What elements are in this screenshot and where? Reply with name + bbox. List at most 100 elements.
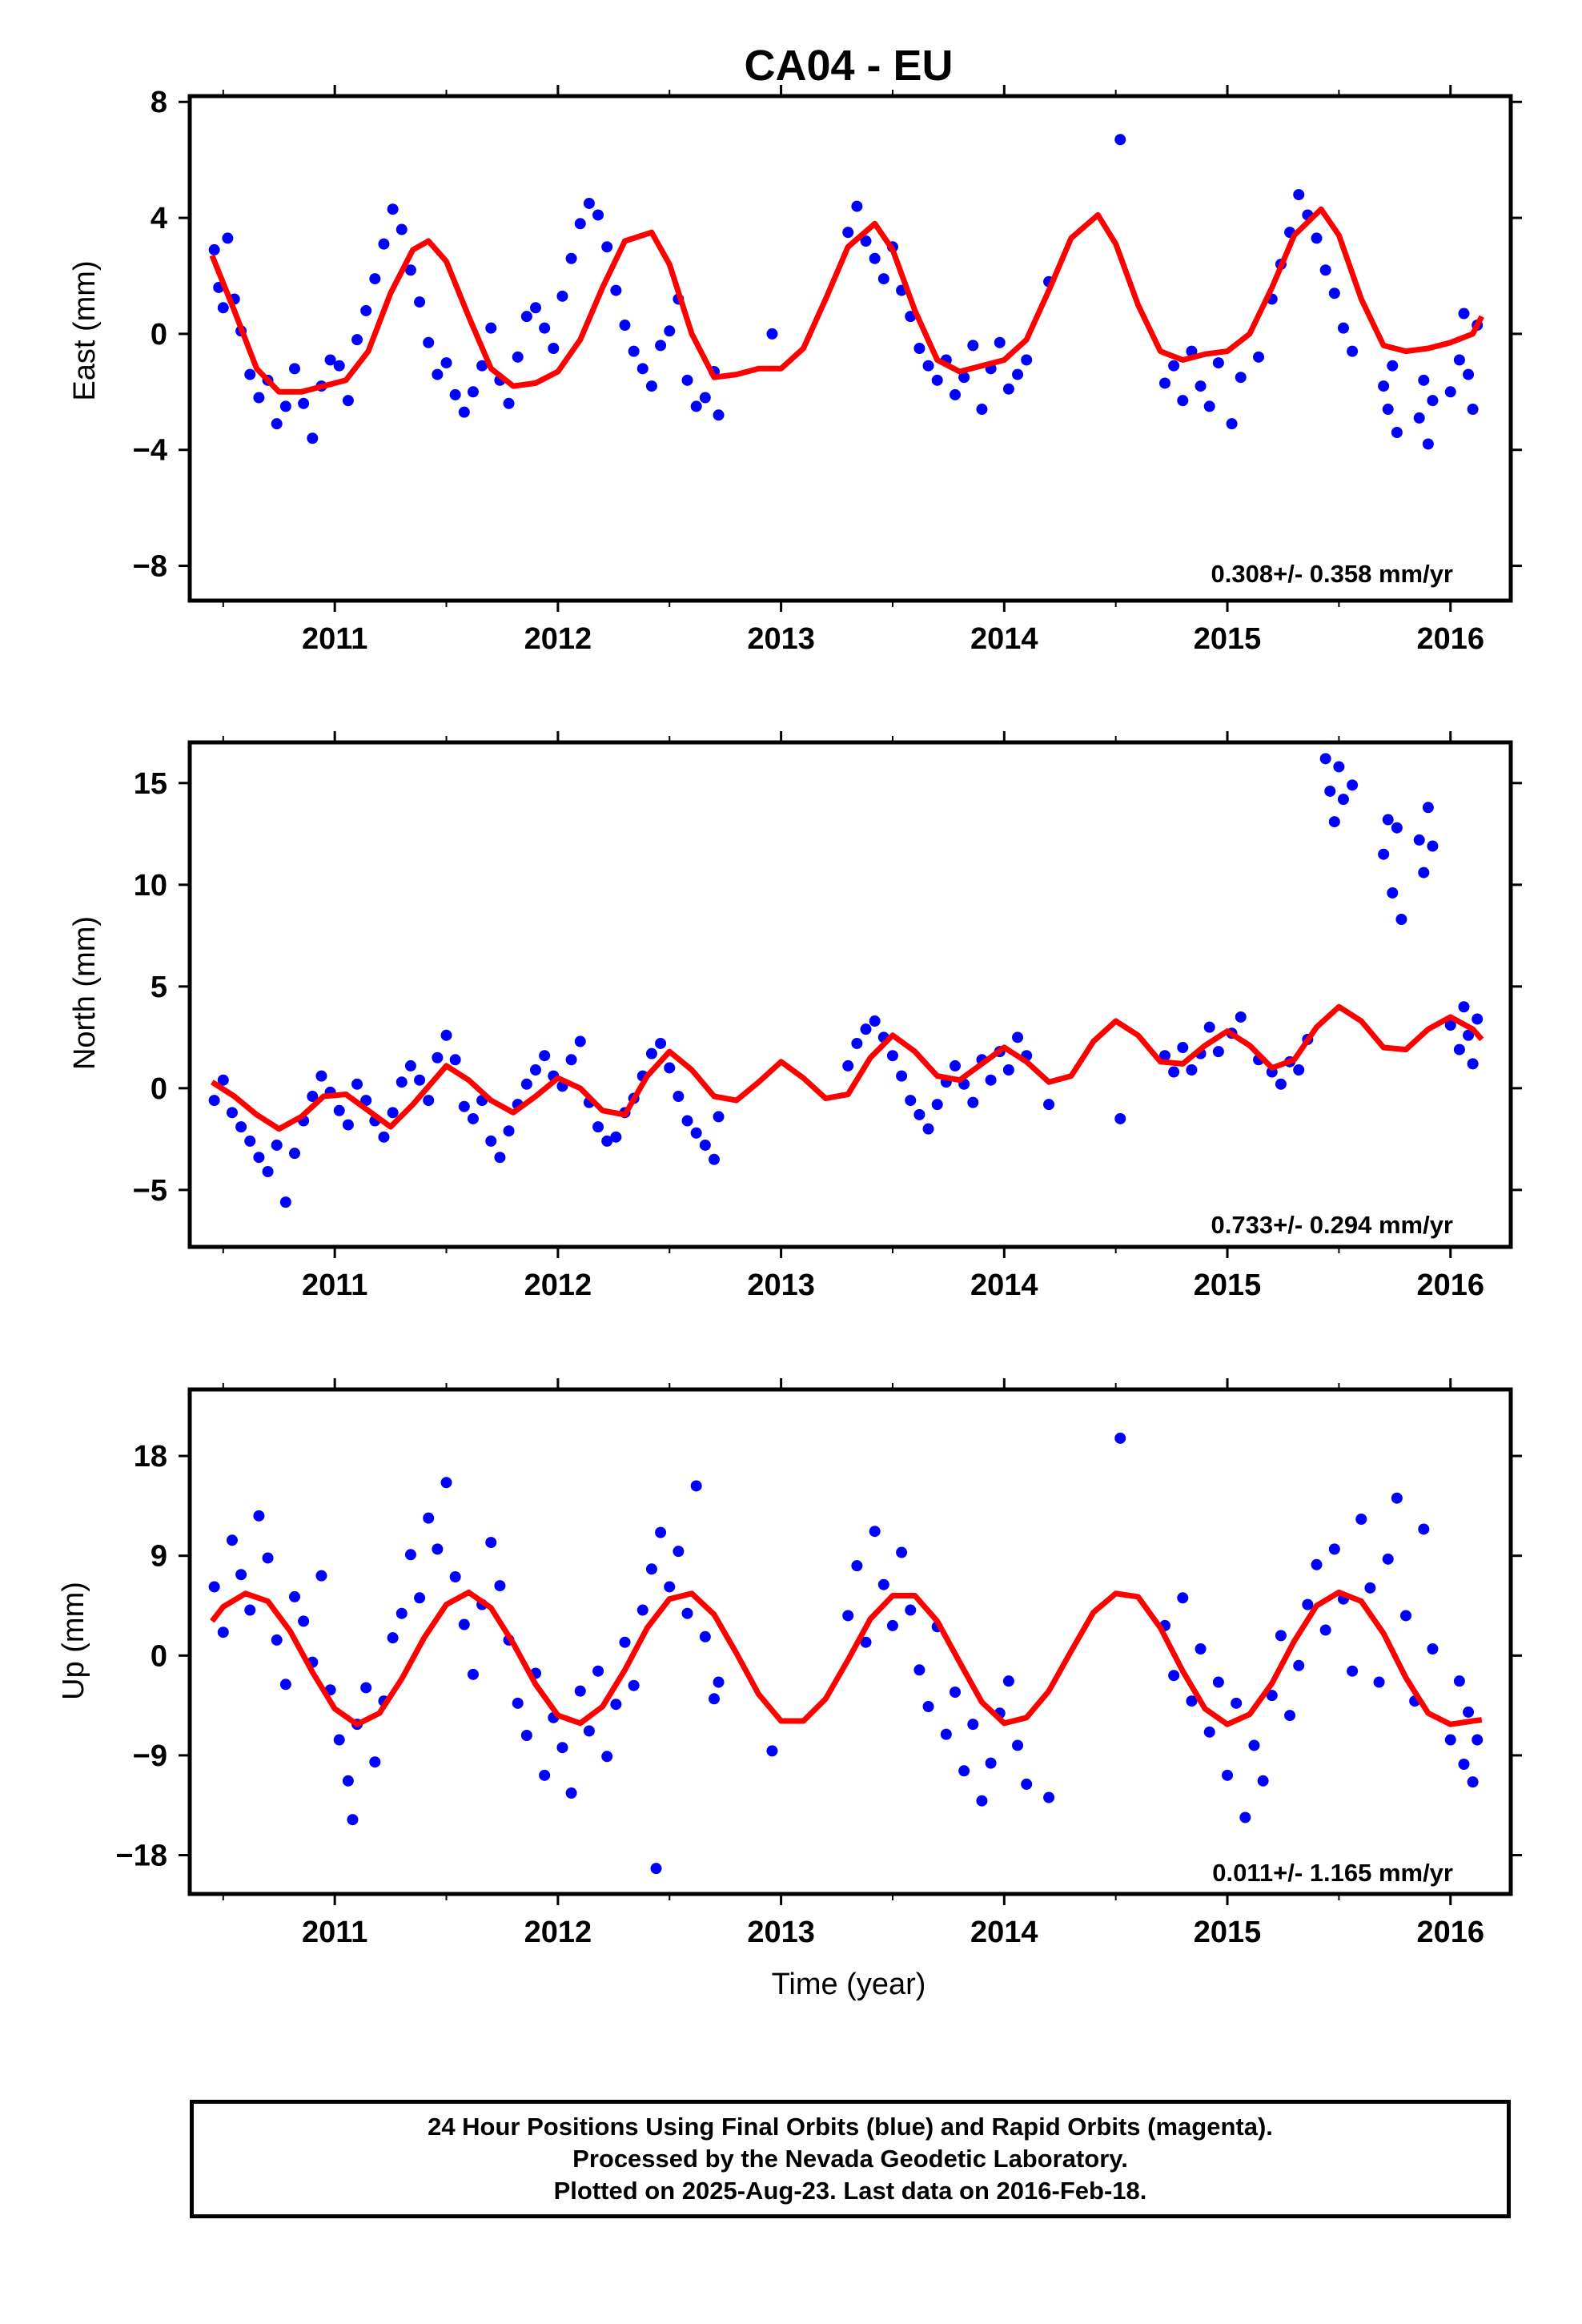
east-data-point	[681, 374, 693, 386]
east-data-point	[1378, 380, 1390, 392]
east-data-point	[253, 392, 265, 404]
up-data-point	[1021, 1778, 1033, 1790]
east-data-point	[1012, 368, 1024, 380]
north-y-tick-label: 5	[151, 971, 167, 1004]
up-data-point	[708, 1693, 720, 1705]
east-panel: East (mm) 0.308+/- 0.358 mm/yr 2011 2012 2…	[68, 85, 1522, 656]
up-data-point	[886, 1619, 898, 1631]
north-data-point	[922, 1123, 934, 1135]
up-data-point	[869, 1526, 881, 1538]
east-data-point	[1444, 386, 1456, 398]
up-data-point	[1239, 1811, 1251, 1823]
east-data-point	[931, 374, 943, 386]
north-data-point	[708, 1153, 720, 1165]
up-data-point	[1002, 1675, 1014, 1687]
up-data-point	[1400, 1610, 1412, 1622]
east-data-point	[449, 388, 461, 400]
up-data-point	[423, 1512, 435, 1524]
east-x-tick-label: 2015	[1194, 622, 1262, 656]
up-data-point	[1248, 1739, 1260, 1751]
up-x-tick-label: 2014	[970, 1916, 1038, 1949]
north-data-point	[253, 1152, 265, 1164]
caption-line-3: Plotted on 2025-Aug-23. Last data on 201…	[553, 2177, 1147, 2205]
north-frame	[187, 740, 1513, 1249]
up-data-point	[922, 1701, 934, 1712]
east-data-point	[1418, 374, 1430, 386]
x-axis-label: Time (year)	[772, 1968, 926, 2001]
east-y-axis-label: East (mm)	[68, 260, 102, 400]
up-plot-area	[208, 1432, 1484, 1875]
up-x-tick-label: 2012	[524, 1916, 592, 1949]
up-x-tick-label: 2011	[302, 1916, 367, 1949]
east-data-point	[592, 209, 604, 221]
east-data-point	[565, 252, 577, 264]
east-data-point	[583, 197, 595, 209]
up-data-point	[520, 1730, 532, 1741]
north-data-point	[217, 1074, 229, 1086]
north-data-point	[404, 1059, 416, 1072]
north-data-point	[315, 1070, 327, 1082]
east-data-point	[645, 380, 657, 392]
east-data-point	[217, 302, 229, 314]
east-data-point	[1467, 404, 1479, 416]
east-data-point	[1235, 372, 1247, 384]
up-model-line	[210, 1589, 1483, 1727]
up-data-point	[958, 1765, 970, 1777]
up-data-point	[288, 1590, 300, 1602]
up-data-point	[1231, 1697, 1243, 1709]
up-data-point	[1391, 1492, 1403, 1504]
up-data-point	[539, 1769, 551, 1781]
up-data-point	[1203, 1726, 1215, 1738]
east-data-point	[1319, 264, 1331, 276]
up-data-point	[1347, 1665, 1359, 1677]
up-data-point	[1311, 1558, 1323, 1570]
north-data-point	[1186, 1063, 1198, 1076]
east-data-point	[636, 363, 648, 375]
east-data-point	[766, 328, 778, 340]
east-data-point	[610, 284, 622, 296]
east-data-point	[913, 343, 926, 354]
north-data-point	[378, 1131, 390, 1143]
north-data-point	[1427, 840, 1439, 852]
up-data-point	[396, 1607, 408, 1619]
east-x-tick-label: 2013	[747, 622, 815, 656]
up-data-point	[1444, 1734, 1456, 1746]
north-data-point	[503, 1125, 515, 1137]
up-data-point	[1472, 1734, 1484, 1746]
north-y-tick-label: 10	[134, 869, 167, 903]
east-data-point	[476, 360, 488, 372]
east-data-point	[1422, 438, 1434, 450]
east-data-point	[432, 368, 444, 380]
east-data-point	[851, 200, 863, 212]
north-plot-area	[208, 753, 1484, 1208]
east-data-point	[556, 290, 568, 302]
north-data-point	[1212, 1046, 1224, 1058]
up-panel: Up (mm) 0.011+/- 1.165 mm/yr 2011 2012 201…	[57, 1378, 1522, 1949]
north-data-point	[1012, 1031, 1024, 1043]
up-x-tick-label: 2013	[747, 1916, 815, 1949]
north-data-point	[1328, 816, 1340, 828]
east-data-point	[1002, 383, 1014, 395]
north-data-point	[1324, 785, 1336, 797]
north-data-point	[387, 1107, 399, 1119]
up-data-point	[583, 1725, 595, 1737]
north-data-point	[342, 1119, 354, 1131]
east-data-point	[530, 302, 542, 314]
east-data-point	[574, 218, 586, 230]
east-data-point	[369, 273, 381, 285]
chart-title: CA04 - EU	[744, 42, 953, 90]
up-data-point	[619, 1636, 631, 1648]
up-data-point	[1212, 1676, 1224, 1688]
up-data-point	[949, 1687, 961, 1698]
east-y-tick-label: −8	[133, 550, 167, 584]
up-data-point	[512, 1697, 524, 1709]
east-data-point	[1158, 377, 1170, 389]
north-data-point	[458, 1100, 470, 1112]
up-data-point	[905, 1604, 917, 1616]
north-data-point	[449, 1054, 461, 1066]
east-data-point	[279, 400, 291, 412]
north-data-point	[574, 1035, 586, 1047]
north-data-point	[664, 1062, 676, 1074]
east-model-line	[209, 206, 1484, 395]
east-data-point	[298, 397, 310, 409]
